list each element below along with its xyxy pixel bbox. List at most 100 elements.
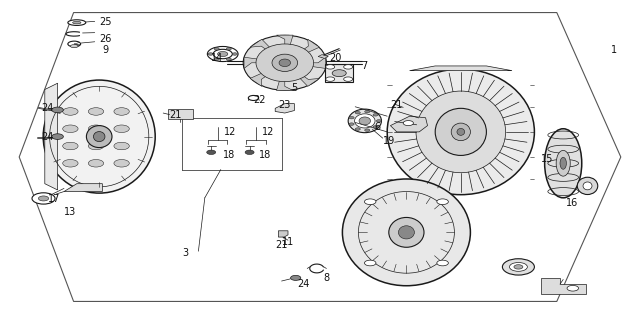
Ellipse shape [577,177,598,194]
Text: 23: 23 [278,100,291,110]
Ellipse shape [348,109,381,133]
Text: 16: 16 [566,198,579,208]
Polygon shape [325,64,353,82]
Circle shape [114,160,129,167]
Polygon shape [250,39,285,63]
Polygon shape [45,83,58,190]
Circle shape [365,129,370,132]
Circle shape [437,260,449,266]
Circle shape [114,125,129,133]
Circle shape [88,142,104,150]
Ellipse shape [435,108,486,155]
Circle shape [214,48,219,50]
Text: 14: 14 [211,53,223,63]
Bar [168,109,193,119]
Text: 21: 21 [275,240,287,250]
Polygon shape [250,63,285,86]
Circle shape [114,142,129,150]
Circle shape [355,111,360,114]
Ellipse shape [218,51,228,57]
Ellipse shape [213,49,232,59]
Text: 24: 24 [298,279,310,289]
Circle shape [52,134,63,139]
Ellipse shape [359,117,371,125]
Text: 6: 6 [374,122,381,132]
Polygon shape [410,66,512,71]
Ellipse shape [457,128,465,135]
Circle shape [355,128,360,130]
Circle shape [227,48,232,50]
Polygon shape [285,57,326,68]
Circle shape [63,142,78,150]
Circle shape [344,65,353,69]
Circle shape [52,107,63,113]
Ellipse shape [68,41,81,47]
Text: 13: 13 [64,207,76,217]
Ellipse shape [556,150,570,176]
Text: 26: 26 [99,34,111,44]
Circle shape [364,260,376,266]
Ellipse shape [355,114,375,128]
Circle shape [344,77,353,81]
Circle shape [32,193,55,204]
Circle shape [63,108,78,115]
Ellipse shape [272,54,298,71]
Text: 3: 3 [182,248,189,258]
Ellipse shape [514,265,523,269]
Ellipse shape [93,132,105,142]
Circle shape [326,77,335,81]
Text: 9: 9 [102,45,109,55]
Ellipse shape [583,182,592,190]
Circle shape [349,116,354,119]
Polygon shape [276,35,293,63]
Polygon shape [275,104,294,113]
Ellipse shape [256,44,314,82]
Circle shape [291,275,301,280]
Circle shape [214,58,219,60]
Circle shape [567,285,579,291]
Ellipse shape [279,59,291,67]
Circle shape [364,199,376,204]
Text: 7: 7 [362,61,368,71]
Circle shape [63,160,78,167]
Circle shape [232,53,237,55]
Polygon shape [541,278,586,294]
Circle shape [326,65,335,69]
Circle shape [114,108,129,115]
Text: 11: 11 [282,237,294,247]
Circle shape [349,123,354,125]
Polygon shape [390,116,428,132]
Circle shape [207,150,216,154]
Ellipse shape [451,123,470,141]
Circle shape [88,108,104,115]
Circle shape [373,114,378,116]
Ellipse shape [398,226,415,239]
Polygon shape [285,63,319,86]
Ellipse shape [342,179,470,286]
Text: 24: 24 [42,103,54,113]
Polygon shape [285,39,319,63]
Text: 20: 20 [330,53,342,63]
Polygon shape [318,55,328,58]
Text: 15: 15 [541,154,553,164]
Text: 21: 21 [170,110,182,120]
Ellipse shape [73,21,81,24]
Ellipse shape [388,217,424,247]
Text: 25: 25 [99,17,112,27]
Polygon shape [244,57,285,68]
Text: 19: 19 [383,136,395,146]
Ellipse shape [560,157,566,169]
Circle shape [437,199,449,204]
Ellipse shape [545,129,582,198]
Circle shape [63,125,78,133]
Circle shape [248,95,259,100]
Text: 1: 1 [611,45,618,55]
Text: 24: 24 [42,132,54,142]
Polygon shape [64,184,102,192]
Ellipse shape [243,35,326,90]
Ellipse shape [509,263,527,271]
Circle shape [227,58,232,60]
Circle shape [38,196,49,201]
Text: 8: 8 [323,273,330,283]
Circle shape [376,120,381,122]
